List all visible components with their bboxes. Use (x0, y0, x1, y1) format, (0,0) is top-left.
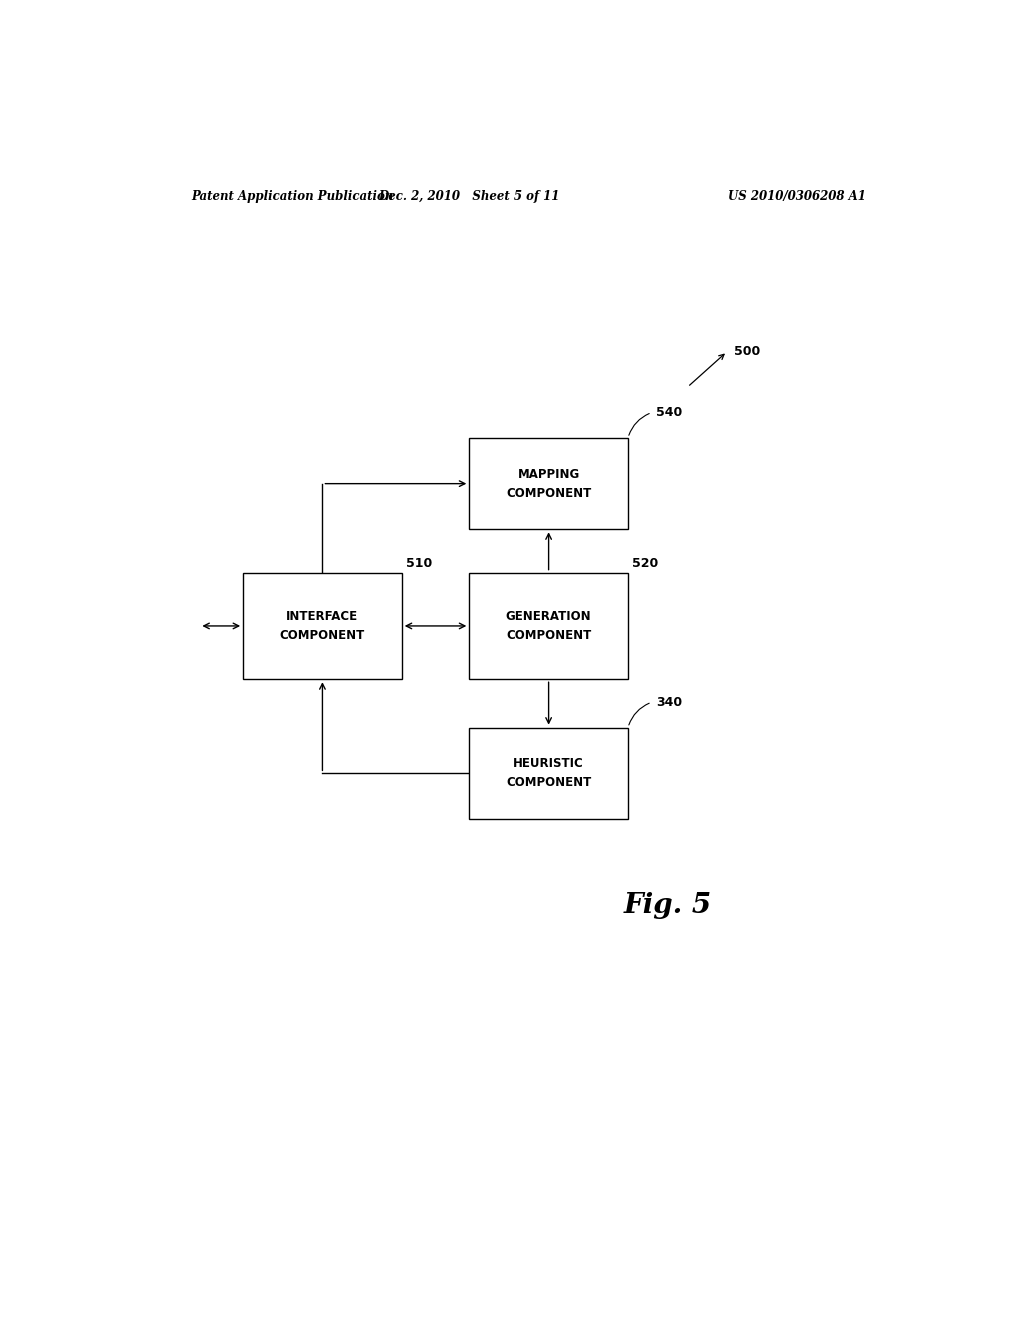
Text: 540: 540 (655, 407, 682, 418)
Text: US 2010/0306208 A1: US 2010/0306208 A1 (728, 190, 866, 202)
Text: Fig. 5: Fig. 5 (624, 892, 712, 919)
Text: 510: 510 (406, 557, 432, 569)
Text: MAPPING
COMPONENT: MAPPING COMPONENT (506, 467, 591, 500)
Bar (243, 573, 401, 680)
Text: Dec. 2, 2010   Sheet 5 of 11: Dec. 2, 2010 Sheet 5 of 11 (379, 190, 560, 202)
Text: GENERATION
COMPONENT: GENERATION COMPONENT (506, 610, 592, 642)
Text: 520: 520 (632, 557, 658, 569)
Text: 340: 340 (655, 696, 682, 709)
Bar (469, 727, 628, 818)
Bar (469, 573, 628, 680)
Bar (469, 438, 628, 529)
Text: INTERFACE
COMPONENT: INTERFACE COMPONENT (280, 610, 366, 642)
Text: HEURISTIC
COMPONENT: HEURISTIC COMPONENT (506, 758, 591, 789)
Text: 500: 500 (733, 345, 760, 358)
Text: Patent Application Publication: Patent Application Publication (191, 190, 394, 202)
